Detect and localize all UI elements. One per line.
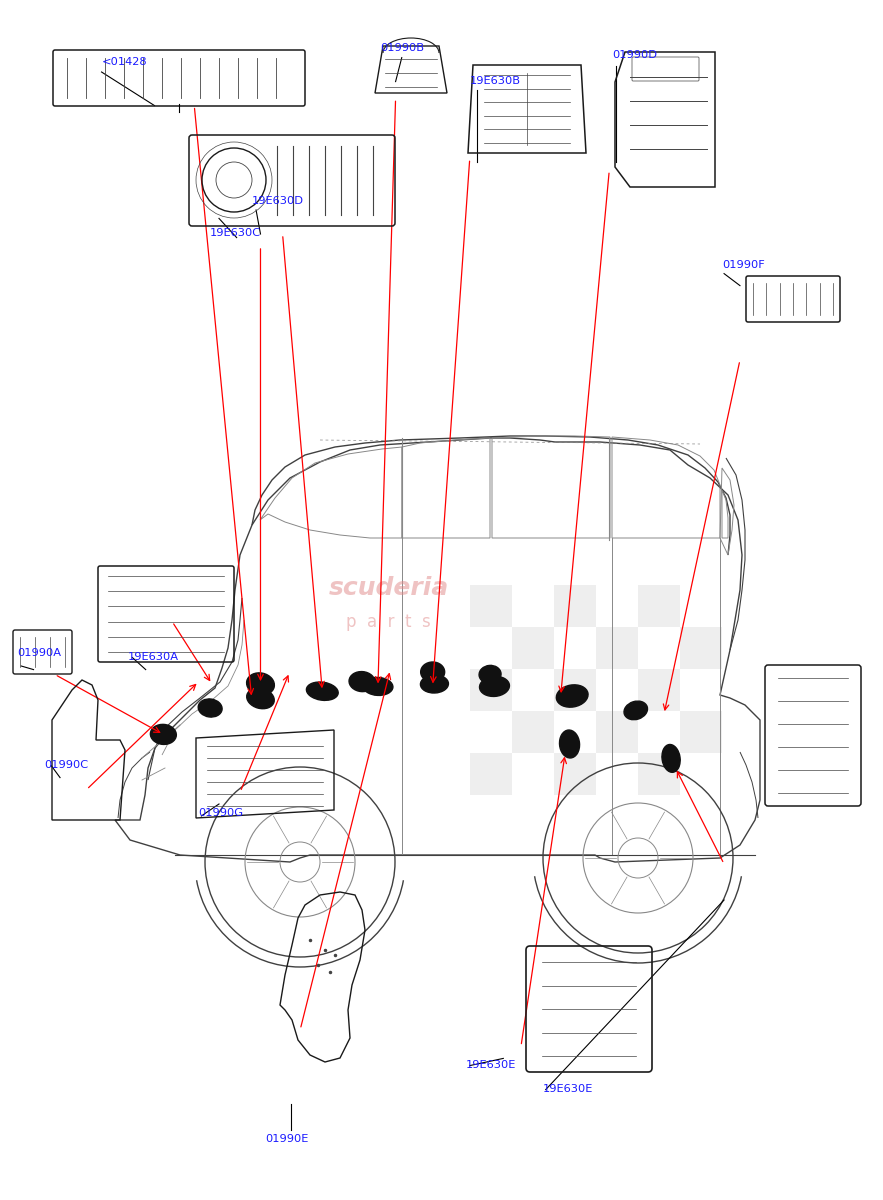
Ellipse shape <box>420 662 445 682</box>
Ellipse shape <box>624 701 647 720</box>
Bar <box>470 754 512 794</box>
Bar <box>596 626 638 670</box>
Ellipse shape <box>662 744 680 773</box>
Bar <box>470 584 512 626</box>
Text: 19E630B: 19E630B <box>470 77 521 86</box>
Ellipse shape <box>560 730 579 758</box>
Bar <box>680 710 722 754</box>
Bar <box>470 670 512 710</box>
Text: 01990D: 01990D <box>612 50 657 60</box>
Ellipse shape <box>246 673 275 695</box>
Ellipse shape <box>246 688 275 709</box>
Text: 01990E: 01990E <box>265 1134 309 1144</box>
Bar <box>512 626 554 670</box>
Bar <box>554 754 596 794</box>
Text: 01990B: 01990B <box>380 43 424 53</box>
Ellipse shape <box>556 685 588 707</box>
Bar <box>554 584 596 626</box>
Text: p  a  r  t  s: p a r t s <box>346 612 431 631</box>
Bar <box>638 754 680 794</box>
Ellipse shape <box>363 677 393 696</box>
Text: 01990A: 01990A <box>18 648 62 658</box>
Ellipse shape <box>479 665 501 684</box>
Bar <box>596 710 638 754</box>
Bar <box>638 670 680 710</box>
Text: 01990F: 01990F <box>722 260 765 270</box>
Text: 01990C: 01990C <box>44 761 88 770</box>
Ellipse shape <box>198 698 223 718</box>
Text: 19E630E: 19E630E <box>466 1061 517 1070</box>
Text: 19E630A: 19E630A <box>128 653 179 662</box>
Bar <box>554 670 596 710</box>
Text: 19E630E: 19E630E <box>543 1085 593 1094</box>
Text: 19E630C: 19E630C <box>210 228 261 238</box>
Text: scuderia: scuderia <box>328 576 449 600</box>
Ellipse shape <box>150 725 177 744</box>
Ellipse shape <box>479 677 509 696</box>
Bar <box>680 626 722 670</box>
Ellipse shape <box>349 672 375 691</box>
Ellipse shape <box>306 682 338 701</box>
Text: <01428: <01428 <box>102 58 147 67</box>
Bar <box>638 584 680 626</box>
Text: 19E630D: 19E630D <box>252 197 304 206</box>
Text: 01990G: 01990G <box>199 809 244 818</box>
Bar <box>512 710 554 754</box>
Ellipse shape <box>420 674 449 694</box>
